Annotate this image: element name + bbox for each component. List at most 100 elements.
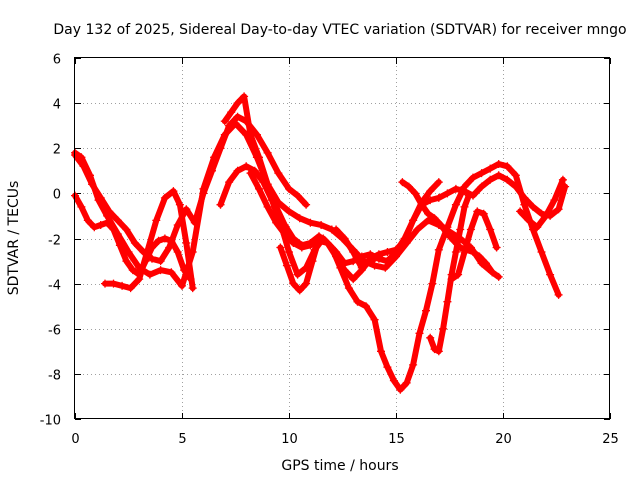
- data-point: [357, 252, 366, 261]
- data-point: [180, 266, 189, 275]
- data-point: [105, 207, 114, 216]
- data-point: [434, 178, 443, 187]
- data-point: [315, 234, 323, 243]
- data-point: [430, 214, 439, 223]
- data-point: [126, 284, 135, 293]
- data-point: [537, 248, 546, 256]
- data-point: [246, 169, 255, 178]
- data-point: [349, 248, 358, 256]
- data-point: [115, 241, 124, 250]
- x-axis-label: GPS time / hours: [281, 458, 398, 474]
- data-point: [267, 196, 276, 205]
- data-point: [413, 225, 422, 234]
- data-series: [332, 225, 383, 272]
- data-point: [411, 189, 420, 198]
- y-tick-label: 4: [53, 98, 61, 113]
- data-point: [152, 216, 161, 225]
- data-point: [524, 216, 533, 225]
- data-point: [383, 257, 392, 266]
- data-point: [242, 162, 251, 171]
- series-trace: [399, 179, 502, 280]
- data-point: [289, 279, 298, 288]
- data-point: [216, 144, 225, 153]
- data-point: [188, 284, 197, 293]
- data-point: [353, 297, 362, 306]
- data-point: [383, 363, 392, 372]
- data-point: [434, 193, 443, 202]
- data-point: [558, 175, 567, 184]
- data-point: [357, 263, 366, 272]
- data-point: [272, 218, 281, 227]
- x-tick-label: 10: [281, 432, 298, 447]
- data-point: [381, 263, 390, 272]
- data-point: [285, 248, 293, 256]
- data-point: [182, 239, 191, 247]
- data-point: [255, 153, 263, 162]
- plot-frame: [74, 57, 610, 419]
- grid-layer: [75, 58, 610, 419]
- data-point: [424, 216, 433, 225]
- data-point: [398, 178, 407, 187]
- data-point: [306, 241, 315, 250]
- data-point: [529, 202, 537, 211]
- data-point: [280, 230, 289, 238]
- data-point: [295, 286, 304, 295]
- data-point: [317, 221, 326, 229]
- data-point: [477, 182, 486, 191]
- data-point: [246, 130, 255, 139]
- data-point: [464, 191, 473, 200]
- y-tick-label: -8: [48, 369, 61, 384]
- data-point: [460, 202, 469, 211]
- data-point: [233, 112, 242, 121]
- data-point: [374, 252, 383, 261]
- data-point: [302, 279, 311, 288]
- data-point: [208, 166, 216, 175]
- data-point: [285, 207, 293, 216]
- data-point: [160, 193, 169, 202]
- y-tick-label: -10: [40, 414, 61, 429]
- y-tick-label: -4: [48, 279, 61, 294]
- data-point: [486, 175, 495, 184]
- data-point: [156, 266, 165, 275]
- data-point: [460, 182, 469, 191]
- data-point: [516, 207, 525, 216]
- data-point: [109, 225, 118, 234]
- data-point: [541, 211, 550, 220]
- data-point: [494, 272, 503, 281]
- data-point: [473, 207, 482, 216]
- data-series: [276, 234, 323, 295]
- data-point: [426, 187, 435, 196]
- data-point: [520, 200, 529, 209]
- data-point: [451, 200, 460, 209]
- data-point: [101, 279, 109, 288]
- data-point: [370, 261, 379, 270]
- data-point: [479, 209, 488, 218]
- data-point: [323, 239, 332, 247]
- data-point: [276, 243, 285, 252]
- data-point: [434, 245, 443, 254]
- data-point: [88, 180, 97, 189]
- x-tick-label: 25: [602, 432, 619, 447]
- data-point: [332, 252, 341, 261]
- data-point: [285, 184, 293, 193]
- data-point: [443, 297, 452, 306]
- y-tick-label: -6: [48, 324, 61, 339]
- data-point: [306, 218, 315, 227]
- data-point: [130, 239, 139, 247]
- y-tick-label: 2: [53, 143, 61, 158]
- data-point: [96, 193, 105, 202]
- data-point: [233, 99, 242, 108]
- data-point: [404, 182, 413, 191]
- data-point: [456, 225, 465, 234]
- data-point: [503, 162, 512, 171]
- data-point: [389, 376, 398, 385]
- series-layer: [71, 92, 570, 394]
- x-tick-label: 0: [71, 432, 79, 447]
- data-point: [90, 223, 99, 232]
- y-tick-label: -2: [48, 234, 61, 249]
- data-point: [554, 205, 563, 214]
- data-point: [424, 209, 433, 218]
- data-point: [109, 279, 118, 288]
- data-point: [340, 234, 349, 243]
